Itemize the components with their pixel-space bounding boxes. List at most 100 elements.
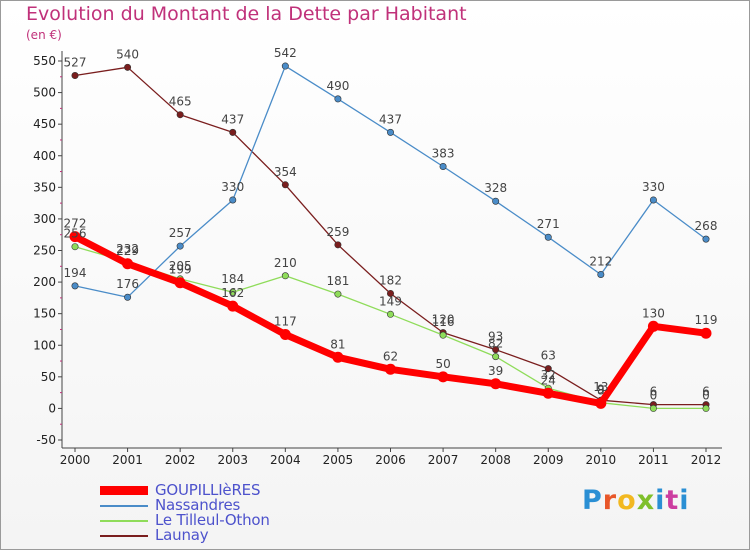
y-tick-label: 300 <box>33 212 56 226</box>
data-label: 162 <box>221 286 244 300</box>
data-label: 259 <box>326 225 349 239</box>
data-label: 62 <box>383 349 398 363</box>
legend-label: Launay <box>155 526 209 544</box>
data-point <box>647 320 659 332</box>
data-point <box>281 62 289 70</box>
x-tick-label: 2004 <box>270 453 301 467</box>
data-point <box>334 95 342 103</box>
data-label: 81 <box>330 337 345 351</box>
data-label: 383 <box>432 146 455 160</box>
data-point <box>492 346 500 354</box>
data-label: 176 <box>116 277 139 291</box>
data-label: 13 <box>593 380 608 394</box>
data-label: 93 <box>488 330 503 344</box>
brand-letter: i <box>679 485 690 516</box>
x-tick-label: 2005 <box>323 453 354 467</box>
data-point <box>544 365 552 373</box>
x-tick-label: 2007 <box>428 453 459 467</box>
data-label: 257 <box>169 226 192 240</box>
data-label: 184 <box>221 272 244 286</box>
data-label: 205 <box>169 259 192 273</box>
data-point <box>542 387 554 399</box>
data-point <box>229 288 237 296</box>
data-label: 181 <box>326 274 349 288</box>
data-label: 212 <box>589 255 612 269</box>
data-point <box>279 329 291 341</box>
brand-logo: Proxiti <box>582 485 690 516</box>
brand-letter: i <box>655 485 666 516</box>
data-label: 437 <box>379 112 402 126</box>
data-label: 271 <box>537 217 560 231</box>
data-label: 272 <box>64 217 87 231</box>
x-tick-label: 2001 <box>112 453 143 467</box>
data-label: 119 <box>695 313 718 327</box>
brand-letter: o <box>617 485 637 516</box>
y-tick-label: 50 <box>41 370 56 384</box>
data-label: 330 <box>642 180 665 194</box>
data-label: 149 <box>379 294 402 308</box>
x-tick-label: 2012 <box>691 453 722 467</box>
data-label: 182 <box>379 273 402 287</box>
y-tick-label: 500 <box>33 86 56 100</box>
data-label: 0 <box>702 388 710 402</box>
y-tick-label: 400 <box>33 149 56 163</box>
data-point <box>386 128 394 136</box>
data-point <box>71 72 79 80</box>
y-tick-label: 350 <box>33 180 56 194</box>
data-label: 0 <box>650 388 658 402</box>
x-tick-label: 2010 <box>586 453 617 467</box>
y-tick-label: 200 <box>33 275 56 289</box>
data-point <box>334 290 342 298</box>
data-point <box>229 196 237 204</box>
data-point <box>227 300 239 312</box>
data-point <box>385 363 396 375</box>
data-label: 32 <box>541 368 556 382</box>
data-label: 330 <box>221 180 244 194</box>
y-tick-label: 550 <box>33 54 56 68</box>
data-label: 24 <box>541 373 556 387</box>
x-tick-label: 2000 <box>60 453 91 467</box>
data-label: 130 <box>642 306 665 320</box>
data-point <box>595 397 607 409</box>
data-point <box>386 310 394 318</box>
data-label: 63 <box>541 349 556 363</box>
data-point <box>492 353 500 361</box>
data-point <box>649 404 657 412</box>
data-point <box>437 371 449 383</box>
legend-swatch <box>100 535 148 537</box>
y-tick-label: 450 <box>33 117 56 131</box>
x-tick-label: 2008 <box>480 453 511 467</box>
data-label: 50 <box>435 357 450 371</box>
data-point <box>386 289 394 297</box>
legend-swatch <box>100 505 148 507</box>
y-tick-label: 0 <box>48 401 56 415</box>
data-label: 268 <box>695 219 718 233</box>
data-label: 527 <box>64 56 87 70</box>
data-point <box>490 378 502 390</box>
data-point <box>281 272 289 280</box>
data-label: 39 <box>488 364 503 378</box>
y-tick-label: -50 <box>36 433 56 447</box>
data-label: 8 <box>597 383 605 397</box>
data-point <box>649 196 657 204</box>
data-label: 490 <box>326 79 349 93</box>
data-point <box>124 63 132 71</box>
data-label: 465 <box>169 95 192 109</box>
data-label: 9 <box>597 383 605 397</box>
data-point <box>702 404 710 412</box>
data-label: 82 <box>488 337 503 351</box>
y-tick-label: 250 <box>33 244 56 258</box>
x-tick-label: 2011 <box>638 453 669 467</box>
data-point <box>71 243 79 251</box>
data-label: 256 <box>64 227 87 241</box>
data-label: 120 <box>432 313 455 327</box>
data-point <box>700 327 712 339</box>
x-tick-label: 2009 <box>533 453 564 467</box>
data-point <box>702 235 710 243</box>
data-point <box>176 242 184 250</box>
legend-swatch <box>100 520 148 522</box>
data-point <box>439 331 447 339</box>
data-label: 540 <box>116 47 139 61</box>
data-point <box>69 231 81 243</box>
